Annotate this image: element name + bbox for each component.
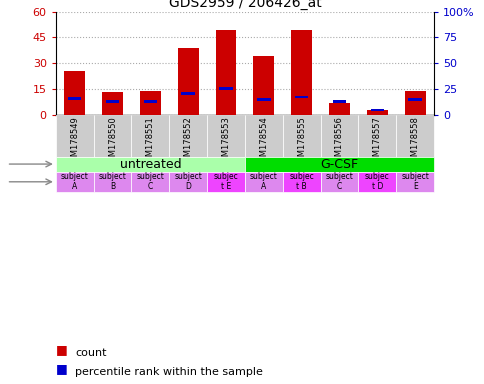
- Bar: [93, 115, 131, 157]
- Bar: [207, 172, 244, 192]
- Bar: [408, 98, 421, 101]
- Bar: [93, 172, 131, 192]
- Text: untreated: untreated: [119, 157, 181, 170]
- Bar: [169, 115, 207, 157]
- Bar: [395, 172, 433, 192]
- Bar: [395, 115, 433, 157]
- Bar: [282, 172, 320, 192]
- Text: G-CSF: G-CSF: [320, 157, 358, 170]
- Bar: [68, 98, 81, 100]
- Bar: [253, 56, 273, 115]
- Text: GSM178557: GSM178557: [372, 116, 381, 167]
- Bar: [244, 157, 433, 172]
- Bar: [181, 92, 195, 95]
- Bar: [207, 115, 244, 157]
- Bar: [404, 91, 424, 115]
- Text: subject
E: subject E: [400, 172, 428, 192]
- Bar: [143, 100, 157, 103]
- Bar: [244, 115, 282, 157]
- Bar: [320, 172, 358, 192]
- Bar: [219, 87, 232, 89]
- Bar: [56, 157, 244, 172]
- Text: subject
C: subject C: [325, 172, 353, 192]
- Bar: [178, 48, 198, 115]
- Title: GDS2959 / 206426_at: GDS2959 / 206426_at: [168, 0, 320, 10]
- Text: GSM178555: GSM178555: [297, 116, 305, 167]
- Bar: [282, 115, 320, 157]
- Bar: [332, 101, 346, 103]
- Bar: [320, 115, 358, 157]
- Bar: [294, 96, 308, 98]
- Bar: [291, 30, 311, 115]
- Bar: [257, 98, 270, 101]
- Bar: [131, 172, 169, 192]
- Bar: [102, 92, 122, 115]
- Text: subjec
t D: subjec t D: [364, 172, 389, 192]
- Text: GSM178550: GSM178550: [108, 116, 117, 167]
- Bar: [169, 172, 207, 192]
- Text: GSM178553: GSM178553: [221, 116, 230, 167]
- Text: GSM178554: GSM178554: [259, 116, 268, 167]
- Bar: [358, 172, 395, 192]
- Bar: [370, 109, 383, 111]
- Bar: [244, 172, 282, 192]
- Text: count: count: [75, 348, 106, 358]
- Text: subject
A: subject A: [249, 172, 277, 192]
- Text: subject
A: subject A: [60, 172, 89, 192]
- Text: subject
B: subject B: [98, 172, 126, 192]
- Text: subject
D: subject D: [174, 172, 202, 192]
- Text: ■: ■: [56, 362, 67, 375]
- Text: GSM178549: GSM178549: [70, 116, 79, 167]
- Text: GSM178558: GSM178558: [410, 116, 419, 167]
- Bar: [64, 71, 85, 115]
- Bar: [329, 103, 349, 115]
- Text: GSM178552: GSM178552: [183, 116, 192, 167]
- Bar: [56, 172, 93, 192]
- Bar: [140, 91, 160, 115]
- Text: subjec
t E: subjec t E: [213, 172, 238, 192]
- Bar: [358, 115, 395, 157]
- Bar: [131, 115, 169, 157]
- Text: subjec
t B: subjec t B: [288, 172, 314, 192]
- Bar: [56, 115, 93, 157]
- Bar: [106, 101, 119, 103]
- Text: ■: ■: [56, 343, 67, 356]
- Bar: [215, 30, 236, 115]
- Text: subject
C: subject C: [136, 172, 164, 192]
- Bar: [366, 110, 387, 115]
- Text: GSM178556: GSM178556: [334, 116, 343, 167]
- Text: GSM178551: GSM178551: [146, 116, 154, 167]
- Text: percentile rank within the sample: percentile rank within the sample: [75, 367, 262, 377]
